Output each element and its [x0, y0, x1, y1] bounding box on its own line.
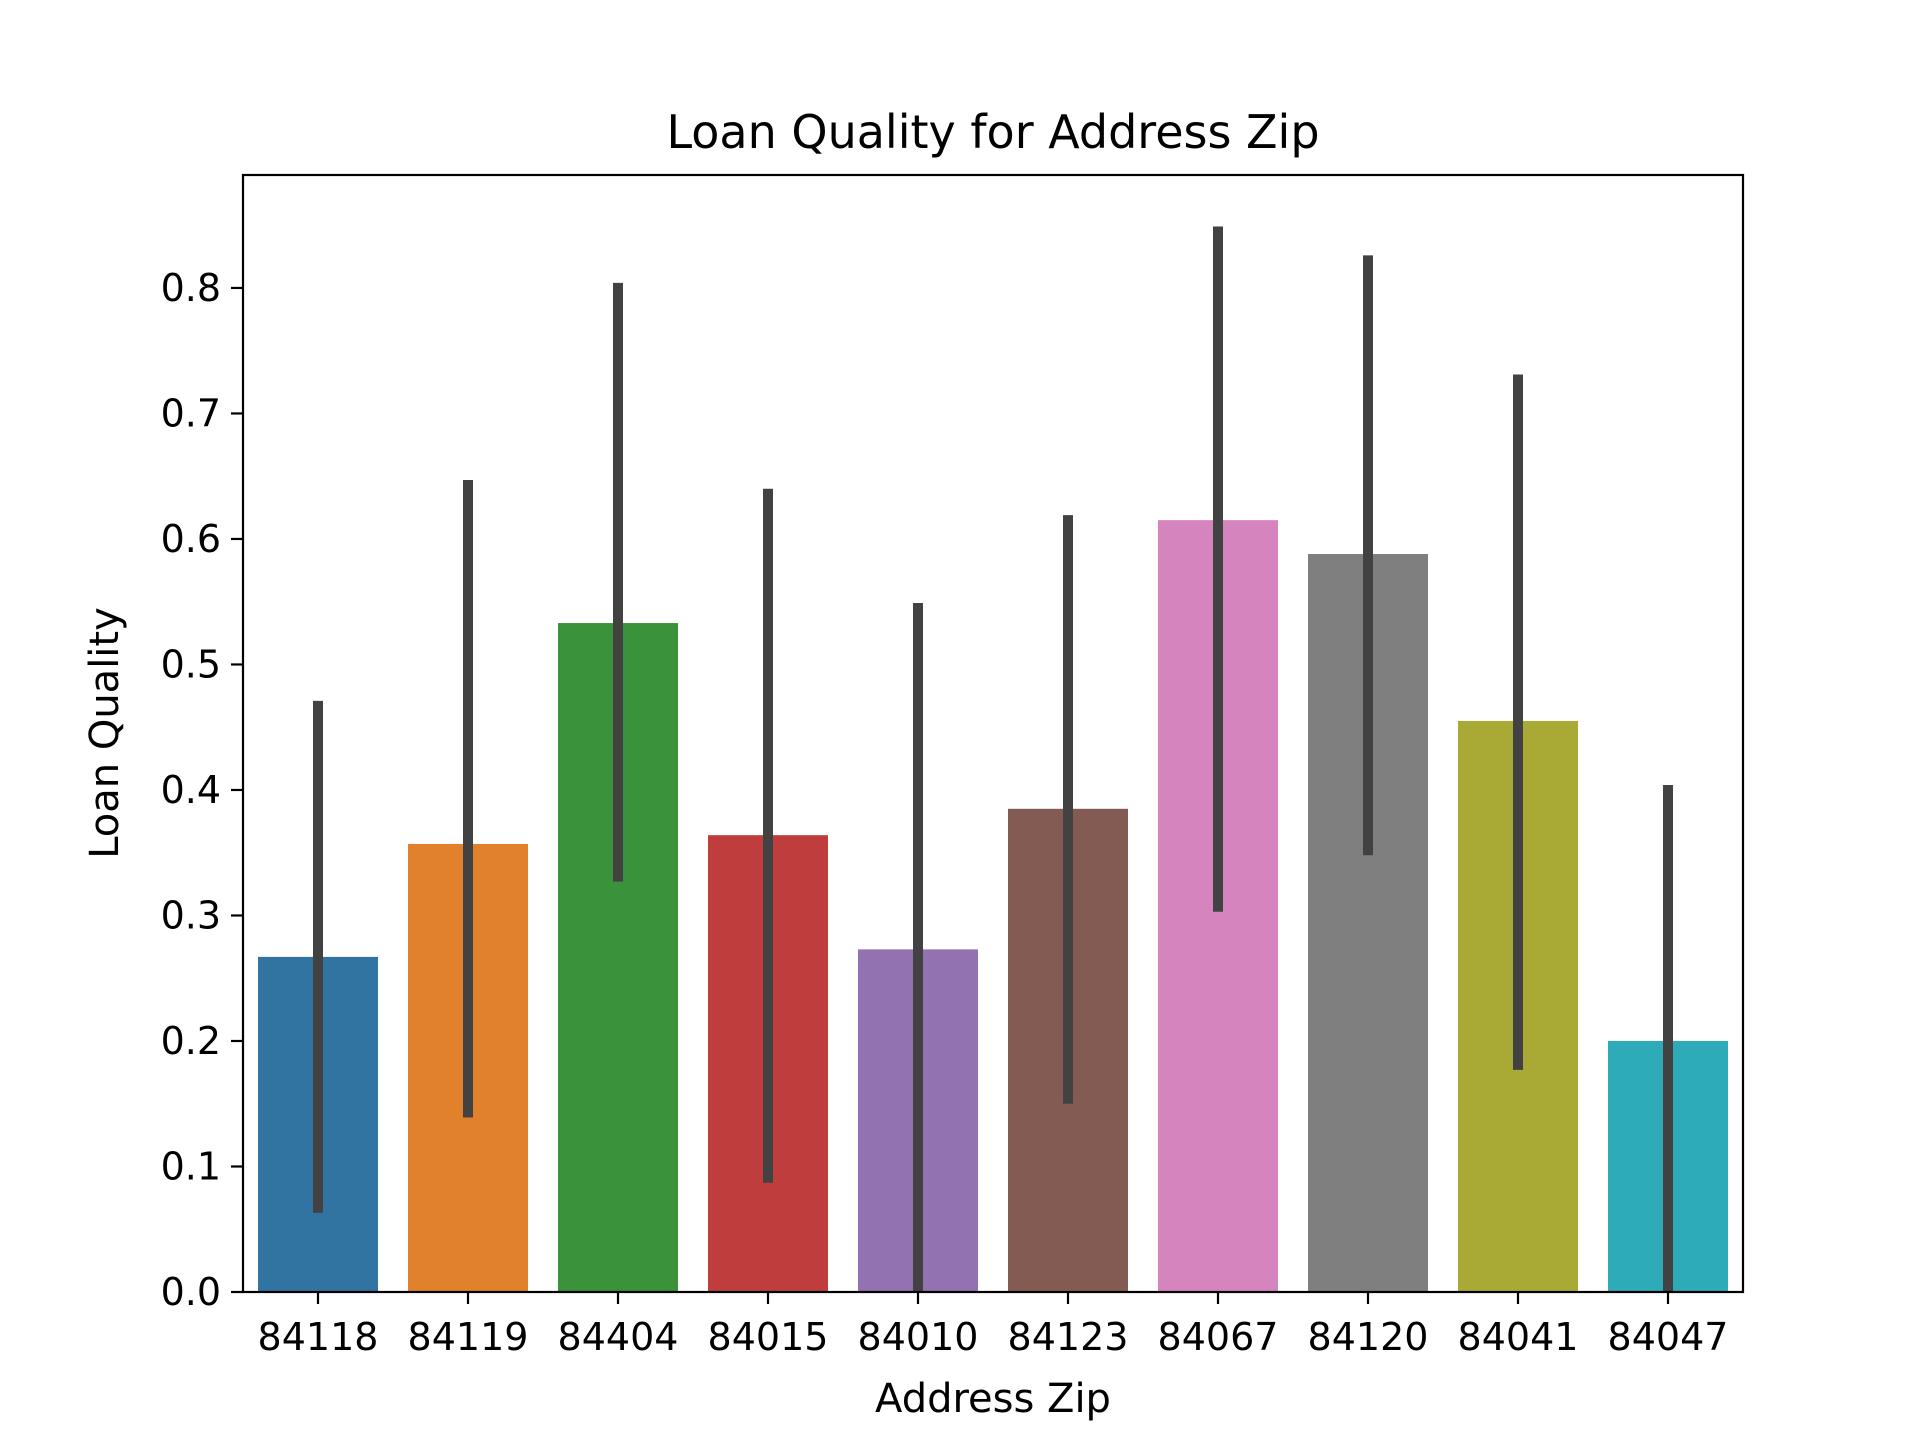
x-tick-label-84123: 84123 [1008, 1315, 1129, 1359]
y-tick-label-0.4: 0.4 [161, 768, 221, 812]
x-tick-label-84010: 84010 [858, 1315, 979, 1359]
x-axis-label: Address Zip [875, 1376, 1111, 1422]
y-tick-label-0.6: 0.6 [161, 517, 221, 561]
x-tick-label-84404: 84404 [558, 1315, 679, 1359]
y-tick-label-0.3: 0.3 [161, 893, 221, 937]
y-tick-label-0.8: 0.8 [161, 266, 221, 310]
x-tick-label-84118: 84118 [258, 1315, 379, 1359]
error-bars-layer [313, 226, 1673, 1292]
y-tick-label-0.7: 0.7 [161, 391, 221, 435]
x-tick-label-84047: 84047 [1608, 1315, 1729, 1359]
x-tick-label-84119: 84119 [408, 1315, 529, 1359]
y-axis: 0.0 0.1 0.2 0.3 0.4 0.5 0.6 0.7 0.8 [161, 266, 243, 1314]
y-tick-label-0.1: 0.1 [161, 1144, 221, 1188]
chart-title: Loan Quality for Address Zip [666, 105, 1319, 159]
y-axis-label: Loan Quality [82, 607, 128, 859]
x-axis: 84118 84119 84404 84015 84010 84123 84067 84120… [258, 1292, 1729, 1359]
y-tick-label-0.5: 0.5 [161, 642, 221, 686]
y-tick-label-0.2: 0.2 [161, 1019, 221, 1063]
plot-frame [241, 173, 1745, 1294]
x-tick-label-84067: 84067 [1158, 1315, 1279, 1359]
x-tick-label-84041: 84041 [1458, 1315, 1579, 1359]
x-tick-label-84120: 84120 [1308, 1315, 1429, 1359]
y-tick-label-0.0: 0.0 [161, 1270, 221, 1314]
x-tick-label-84015: 84015 [708, 1315, 829, 1359]
bars-layer [258, 520, 1728, 1292]
